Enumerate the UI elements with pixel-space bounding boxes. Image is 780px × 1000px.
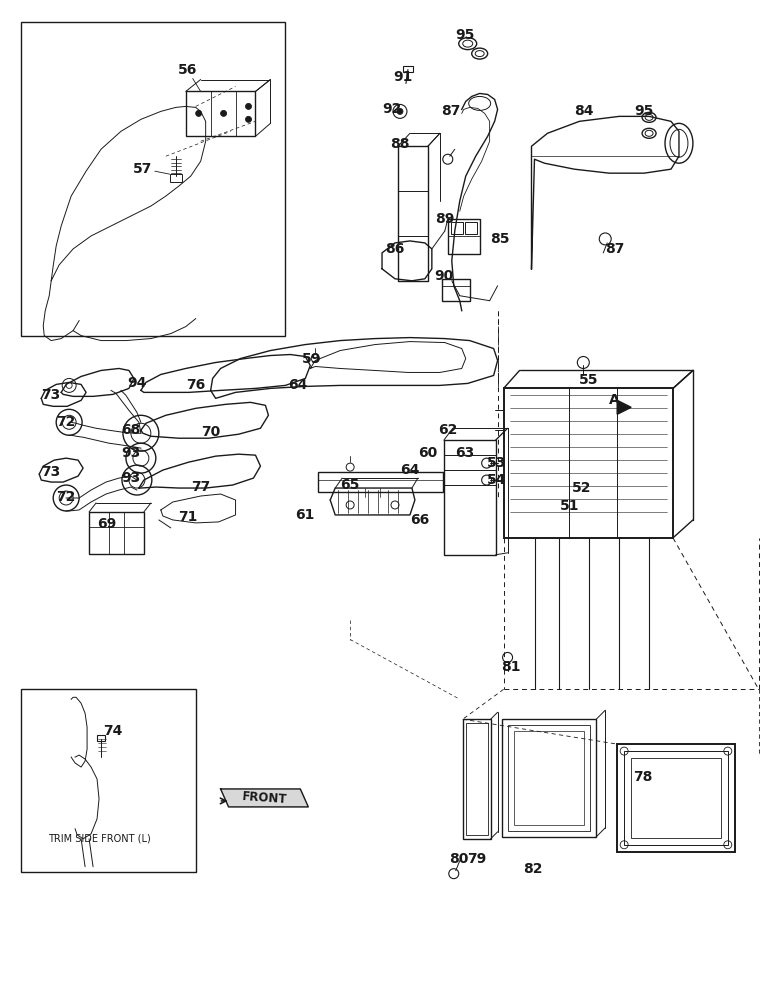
Text: 66: 66 [410, 513, 429, 527]
Text: 94: 94 [127, 376, 147, 390]
Circle shape [397, 108, 403, 114]
Text: 86: 86 [385, 242, 404, 256]
Text: 79: 79 [466, 852, 486, 866]
Text: 70: 70 [200, 425, 220, 439]
Text: 65: 65 [340, 478, 360, 492]
Bar [97, 735, 105, 741]
Text: 87: 87 [605, 242, 625, 256]
Text: 74: 74 [103, 724, 122, 738]
Bar [451, 222, 463, 234]
Bar [508, 725, 590, 831]
Bar [624, 751, 728, 845]
Text: 69: 69 [97, 517, 116, 531]
Text: 63: 63 [455, 446, 474, 460]
Text: TRIM SIDE FRONT (L): TRIM SIDE FRONT (L) [48, 834, 151, 844]
Text: 91: 91 [393, 70, 413, 84]
Text: 87: 87 [441, 104, 460, 118]
Text: 52: 52 [573, 481, 592, 495]
Polygon shape [617, 400, 631, 414]
Text: 64: 64 [289, 378, 308, 392]
Bar [465, 222, 477, 234]
Bar [21, 689, 196, 872]
Text: 76: 76 [186, 378, 205, 392]
Text: 73: 73 [41, 465, 61, 479]
Text: 55: 55 [580, 373, 599, 387]
Text: 73: 73 [41, 388, 61, 402]
Text: 51: 51 [559, 499, 579, 513]
Text: 72: 72 [56, 490, 76, 504]
Text: 81: 81 [502, 660, 521, 674]
Text: 92: 92 [382, 102, 402, 116]
Text: 72: 72 [56, 415, 76, 429]
Bar [466, 723, 488, 835]
Circle shape [196, 110, 202, 116]
Bar [444, 440, 495, 555]
Text: 80: 80 [448, 852, 468, 866]
Text: 78: 78 [633, 770, 653, 784]
Bar [186, 91, 256, 136]
Text: 95: 95 [455, 28, 474, 42]
Bar [504, 388, 673, 538]
Bar [631, 758, 721, 838]
Text: 89: 89 [434, 212, 454, 226]
Text: 71: 71 [178, 510, 197, 524]
Text: 61: 61 [296, 508, 314, 522]
Text: 77: 77 [191, 480, 210, 494]
Text: 82: 82 [523, 862, 543, 876]
Text: 53: 53 [487, 456, 506, 470]
Bar [318, 472, 443, 492]
Text: 93: 93 [121, 446, 140, 460]
Text: 62: 62 [438, 423, 457, 437]
Polygon shape [221, 789, 308, 807]
Text: 60: 60 [418, 446, 437, 460]
Bar [403, 66, 413, 72]
Text: 90: 90 [434, 269, 453, 283]
Bar [502, 719, 596, 837]
Text: 95: 95 [634, 104, 654, 118]
Text: 64: 64 [400, 463, 420, 477]
Text: 57: 57 [133, 162, 152, 176]
Bar [21, 22, 285, 336]
Text: 84: 84 [574, 104, 594, 118]
Text: 59: 59 [303, 352, 321, 366]
Text: 56: 56 [178, 63, 197, 77]
Bar [617, 744, 735, 852]
Text: 88: 88 [390, 137, 410, 151]
Bar [448, 219, 480, 254]
Bar [463, 719, 491, 839]
Circle shape [246, 116, 251, 122]
Bar [441, 279, 470, 301]
Text: 93: 93 [121, 471, 140, 485]
Bar [513, 731, 584, 825]
Text: 68: 68 [121, 423, 140, 437]
Circle shape [221, 110, 226, 116]
Text: A: A [609, 393, 620, 407]
Text: FRONT: FRONT [242, 790, 288, 806]
Text: 85: 85 [490, 232, 509, 246]
Circle shape [246, 103, 251, 109]
Text: 54: 54 [487, 473, 506, 487]
Bar [170, 174, 182, 182]
Bar [89, 512, 144, 554]
